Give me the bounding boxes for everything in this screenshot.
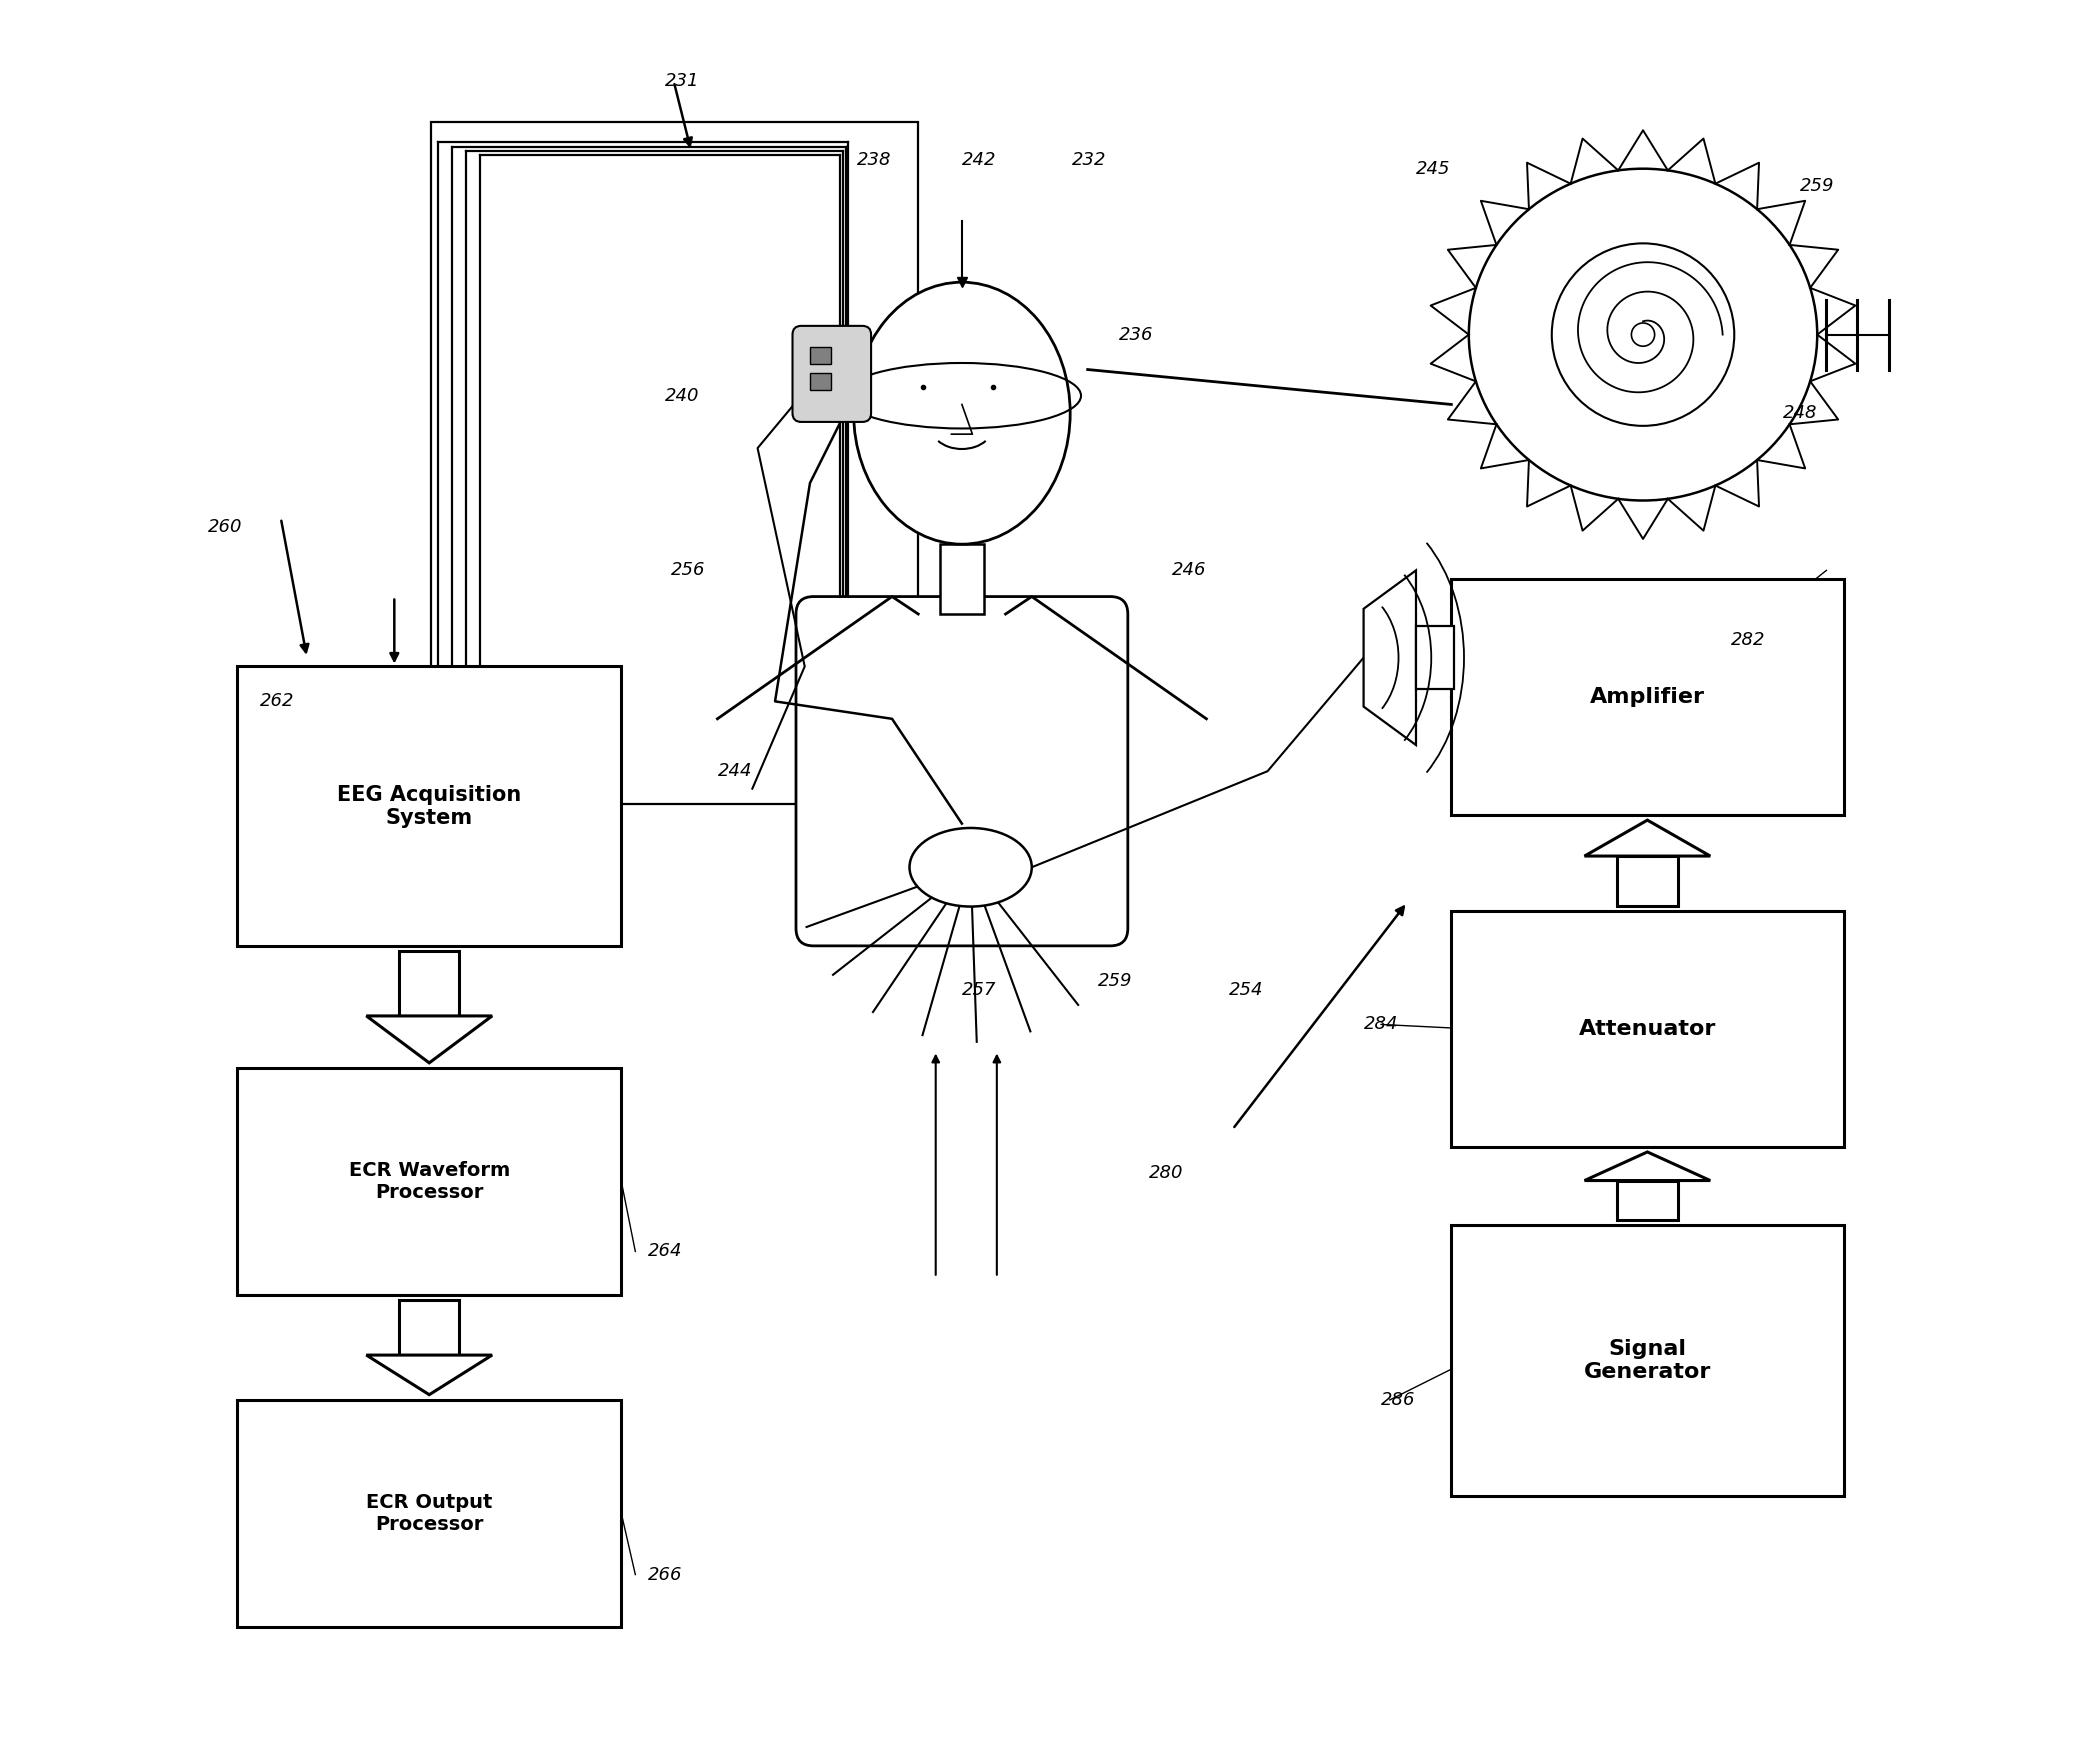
Bar <box>400 951 460 1016</box>
FancyBboxPatch shape <box>237 1069 622 1295</box>
Ellipse shape <box>853 282 1070 545</box>
Text: 246: 246 <box>1172 561 1207 580</box>
Bar <box>1617 857 1677 906</box>
Text: 259: 259 <box>1099 972 1132 990</box>
Text: 284: 284 <box>1363 1016 1398 1034</box>
Text: 231: 231 <box>666 72 699 91</box>
Text: ECR Waveform
Processor: ECR Waveform Processor <box>350 1162 510 1202</box>
Text: 260: 260 <box>208 517 241 536</box>
Text: Amplifier: Amplifier <box>1590 687 1704 708</box>
Text: Signal
Generator: Signal Generator <box>1584 1339 1711 1382</box>
Text: 282: 282 <box>1731 631 1765 650</box>
Text: 232: 232 <box>1072 151 1107 168</box>
Text: 248: 248 <box>1783 405 1817 422</box>
Bar <box>400 1300 460 1354</box>
Polygon shape <box>1584 820 1711 857</box>
Ellipse shape <box>1469 168 1817 501</box>
Bar <box>941 545 984 613</box>
Circle shape <box>1552 244 1733 426</box>
FancyBboxPatch shape <box>1450 580 1844 815</box>
FancyBboxPatch shape <box>797 597 1128 946</box>
Text: 240: 240 <box>666 387 699 405</box>
Text: 286: 286 <box>1382 1391 1415 1409</box>
Text: 256: 256 <box>670 561 705 580</box>
Text: 264: 264 <box>647 1242 683 1260</box>
Polygon shape <box>366 1016 491 1063</box>
Text: 280: 280 <box>1149 1163 1184 1183</box>
Text: 236: 236 <box>1120 326 1153 343</box>
Text: 242: 242 <box>961 151 997 168</box>
Bar <box>1415 625 1455 689</box>
Text: ECR Output
Processor: ECR Output Processor <box>366 1493 493 1535</box>
Bar <box>1617 1181 1677 1219</box>
Bar <box>810 373 830 391</box>
Text: 245: 245 <box>1417 159 1450 177</box>
Text: 254: 254 <box>1230 981 1263 999</box>
Bar <box>810 347 830 364</box>
Text: 266: 266 <box>647 1566 683 1584</box>
Text: 244: 244 <box>718 762 751 780</box>
Text: Attenuator: Attenuator <box>1579 1020 1717 1039</box>
Circle shape <box>1632 322 1654 347</box>
Text: 257: 257 <box>961 981 997 999</box>
FancyBboxPatch shape <box>237 1400 622 1628</box>
FancyBboxPatch shape <box>793 326 872 422</box>
Bar <box>431 121 918 804</box>
FancyBboxPatch shape <box>237 666 622 946</box>
Polygon shape <box>1363 571 1415 745</box>
Text: 262: 262 <box>260 692 296 710</box>
FancyBboxPatch shape <box>1450 911 1844 1148</box>
Text: 259: 259 <box>1800 177 1835 194</box>
Polygon shape <box>1584 1151 1711 1181</box>
FancyBboxPatch shape <box>1450 1225 1844 1496</box>
Text: EEG Acquisition
System: EEG Acquisition System <box>337 785 522 827</box>
Polygon shape <box>366 1354 491 1395</box>
Ellipse shape <box>909 829 1032 906</box>
Text: 238: 238 <box>857 151 893 168</box>
